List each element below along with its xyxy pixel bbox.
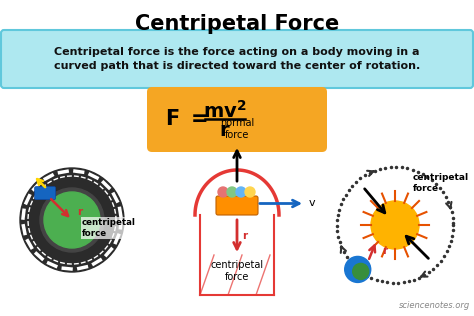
Text: r: r: [242, 231, 247, 241]
Text: sciencenotes.org: sciencenotes.org: [399, 301, 470, 310]
Circle shape: [20, 168, 124, 272]
Text: $\mathbf{r}$: $\mathbf{r}$: [219, 121, 231, 141]
Text: Centripetal force is the force acting on a body moving in a
curved path that is : Centripetal force is the force acting on…: [54, 47, 420, 71]
FancyBboxPatch shape: [147, 87, 327, 152]
FancyBboxPatch shape: [1, 30, 473, 88]
FancyBboxPatch shape: [35, 187, 55, 200]
Text: Centripetal Force: Centripetal Force: [135, 14, 339, 34]
Text: v: v: [309, 198, 316, 209]
Circle shape: [236, 187, 246, 197]
Text: normal
force: normal force: [220, 118, 254, 140]
Circle shape: [353, 264, 369, 279]
Text: $\mathbf{F\ =}$: $\mathbf{F\ =}$: [165, 109, 208, 129]
Circle shape: [345, 256, 371, 283]
Text: centripetal
force: centripetal force: [210, 260, 264, 282]
Text: centripetal
force: centripetal force: [82, 218, 136, 238]
Circle shape: [40, 188, 104, 252]
Text: centripetal
force: centripetal force: [413, 173, 469, 193]
Text: r: r: [77, 207, 82, 217]
Circle shape: [371, 201, 419, 249]
Circle shape: [245, 187, 255, 197]
Circle shape: [227, 187, 237, 197]
Text: $\mathbf{mv^2}$: $\mathbf{mv^2}$: [203, 100, 247, 122]
Circle shape: [218, 187, 228, 197]
Circle shape: [44, 192, 100, 248]
Text: r: r: [382, 246, 387, 256]
FancyBboxPatch shape: [216, 196, 258, 215]
